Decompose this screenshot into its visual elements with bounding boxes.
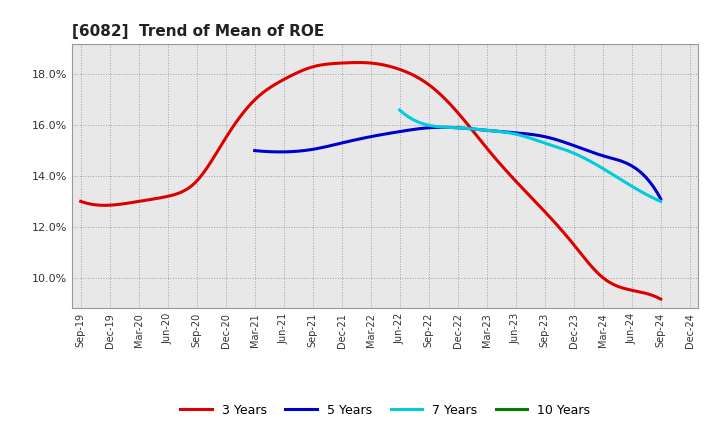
3 Years xyxy=(354,60,362,65)
Line: 7 Years: 7 Years xyxy=(400,110,661,202)
3 Years xyxy=(76,199,85,204)
5 Years xyxy=(493,128,502,134)
3 Years xyxy=(422,80,431,85)
7 Years xyxy=(555,145,564,150)
3 Years xyxy=(423,81,432,87)
7 Years xyxy=(396,108,405,114)
7 Years xyxy=(616,176,624,181)
5 Years xyxy=(500,129,509,135)
3 Years xyxy=(657,297,665,302)
5 Years xyxy=(620,159,629,165)
5 Years xyxy=(438,125,446,130)
7 Years xyxy=(657,199,665,204)
7 Years xyxy=(395,107,404,113)
3 Years xyxy=(78,199,87,205)
Line: 3 Years: 3 Years xyxy=(81,62,661,299)
3 Years xyxy=(604,279,613,284)
3 Years xyxy=(433,89,442,95)
5 Years xyxy=(252,148,261,154)
5 Years xyxy=(251,148,259,153)
7 Years xyxy=(551,144,559,149)
7 Years xyxy=(550,143,559,149)
5 Years xyxy=(492,128,500,134)
Line: 5 Years: 5 Years xyxy=(255,127,661,199)
5 Years xyxy=(594,152,603,157)
Legend: 3 Years, 5 Years, 7 Years, 10 Years: 3 Years, 5 Years, 7 Years, 10 Years xyxy=(176,399,595,422)
3 Years xyxy=(567,239,576,245)
7 Years xyxy=(632,186,641,191)
5 Years xyxy=(657,196,665,202)
Text: [6082]  Trend of Mean of ROE: [6082] Trend of Mean of ROE xyxy=(72,24,324,39)
